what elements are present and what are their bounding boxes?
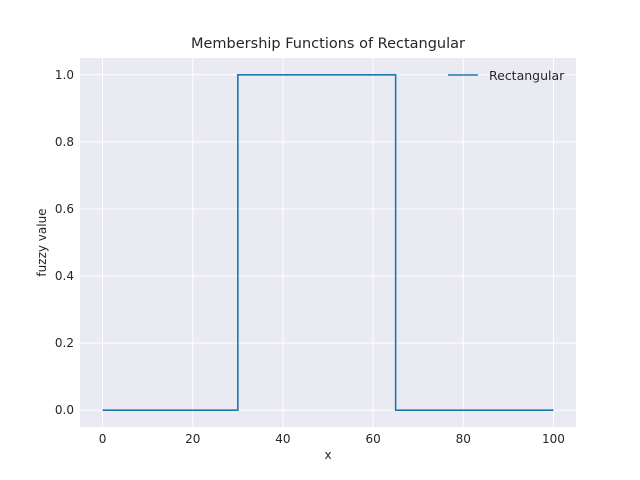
x-tick-label: 80 <box>456 432 471 446</box>
x-tick-label: 40 <box>275 432 290 446</box>
y-tick-label: 0.8 <box>55 135 74 149</box>
plot-area <box>80 58 576 427</box>
x-axis-label: x <box>324 448 331 462</box>
y-tick-label: 0.2 <box>55 336 74 350</box>
series-line <box>102 73 554 412</box>
x-tick-label: 60 <box>365 432 380 446</box>
x-tick-label: 100 <box>542 432 565 446</box>
y-tick-label: 0.0 <box>55 403 74 417</box>
tick-labels: 0 20 40 60 80 100 0.0 0.2 0.4 0.6 0.8 1.0 <box>55 68 565 446</box>
legend-label: Rectangular <box>489 68 565 83</box>
grid <box>80 58 576 427</box>
legend: Rectangular <box>448 68 565 83</box>
x-tick-label: 20 <box>185 432 200 446</box>
y-tick-label: 1.0 <box>55 68 74 82</box>
series-layer <box>102 73 554 412</box>
chart-title: Membership Functions of Rectangular <box>191 36 465 52</box>
x-tick-label: 0 <box>99 432 107 446</box>
y-axis-label: fuzzy value <box>35 208 49 276</box>
y-tick-label: 0.6 <box>55 202 74 216</box>
y-tick-label: 0.4 <box>55 269 74 283</box>
